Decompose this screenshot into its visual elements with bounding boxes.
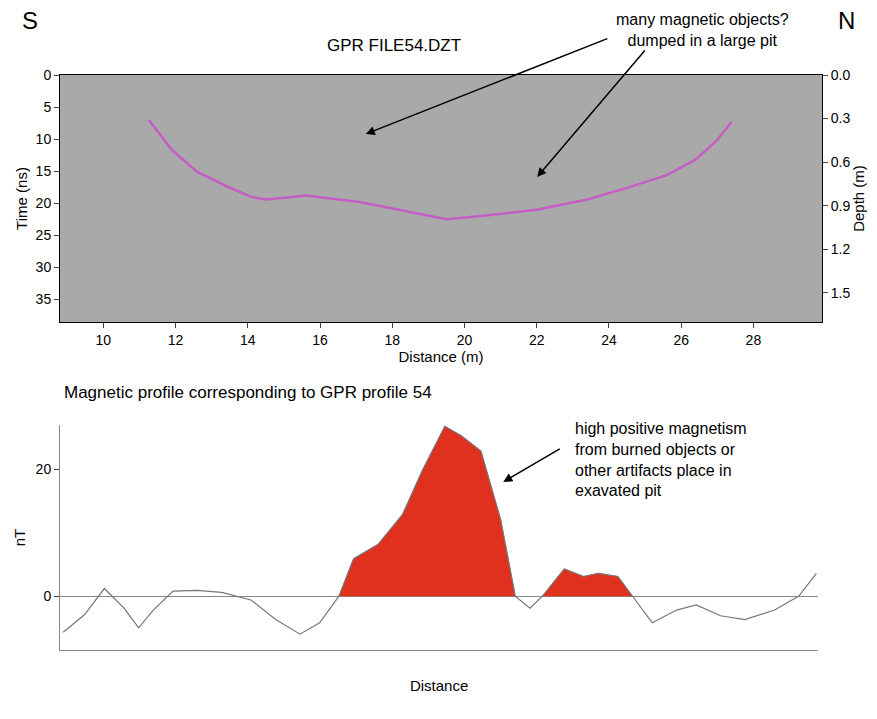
svg-text:22: 22	[529, 332, 545, 348]
svg-text:5: 5	[43, 99, 51, 115]
svg-text:10: 10	[36, 131, 52, 147]
svg-text:0.6: 0.6	[831, 154, 851, 170]
svg-text:S: S	[22, 7, 38, 34]
svg-text:Time (ns): Time (ns)	[13, 167, 30, 230]
svg-text:0.0: 0.0	[831, 67, 851, 83]
svg-text:12: 12	[168, 332, 184, 348]
svg-text:25: 25	[36, 227, 52, 243]
svg-text:14: 14	[240, 332, 256, 348]
svg-text:0: 0	[43, 67, 51, 83]
svg-text:24: 24	[601, 332, 617, 348]
svg-text:28: 28	[746, 332, 762, 348]
svg-text:18: 18	[384, 332, 400, 348]
svg-text:0.3: 0.3	[831, 110, 851, 126]
svg-text:0.9: 0.9	[831, 198, 851, 214]
svg-text:many magnetic objects?dumped i: many magnetic objects?dumped in a large …	[616, 11, 789, 49]
svg-text:Distance: Distance	[410, 677, 468, 694]
svg-text:GPR FILE54.DZT: GPR FILE54.DZT	[327, 36, 461, 55]
svg-text:20: 20	[36, 461, 52, 477]
svg-text:nT: nT	[11, 529, 28, 547]
svg-text:26: 26	[673, 332, 689, 348]
svg-text:20: 20	[36, 195, 52, 211]
svg-text:0: 0	[43, 588, 51, 604]
svg-text:15: 15	[36, 163, 52, 179]
svg-text:16: 16	[312, 332, 328, 348]
svg-text:35: 35	[36, 291, 52, 307]
svg-text:high positive magnetismfrom bu: high positive magnetismfrom burned objec…	[575, 420, 747, 499]
svg-text:N: N	[838, 7, 855, 34]
svg-text:20: 20	[457, 332, 473, 348]
svg-text:30: 30	[36, 259, 52, 275]
svg-text:Depth (m): Depth (m)	[850, 165, 867, 232]
svg-text:10: 10	[96, 332, 112, 348]
svg-text:1.5: 1.5	[831, 285, 851, 301]
svg-text:Magnetic profile corresponding: Magnetic profile corresponding to GPR pr…	[64, 383, 432, 402]
svg-text:1.2: 1.2	[831, 241, 851, 257]
svg-text:Distance (m): Distance (m)	[398, 348, 483, 365]
